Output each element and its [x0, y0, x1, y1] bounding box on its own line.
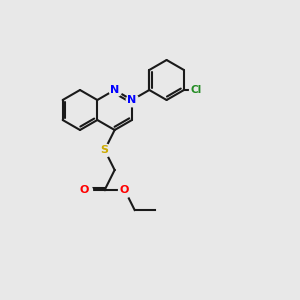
Text: Cl: Cl — [190, 85, 202, 95]
Text: N: N — [110, 85, 119, 95]
Text: N: N — [127, 95, 136, 105]
Text: O: O — [120, 185, 129, 195]
Text: S: S — [100, 145, 109, 155]
Text: O: O — [80, 185, 89, 195]
